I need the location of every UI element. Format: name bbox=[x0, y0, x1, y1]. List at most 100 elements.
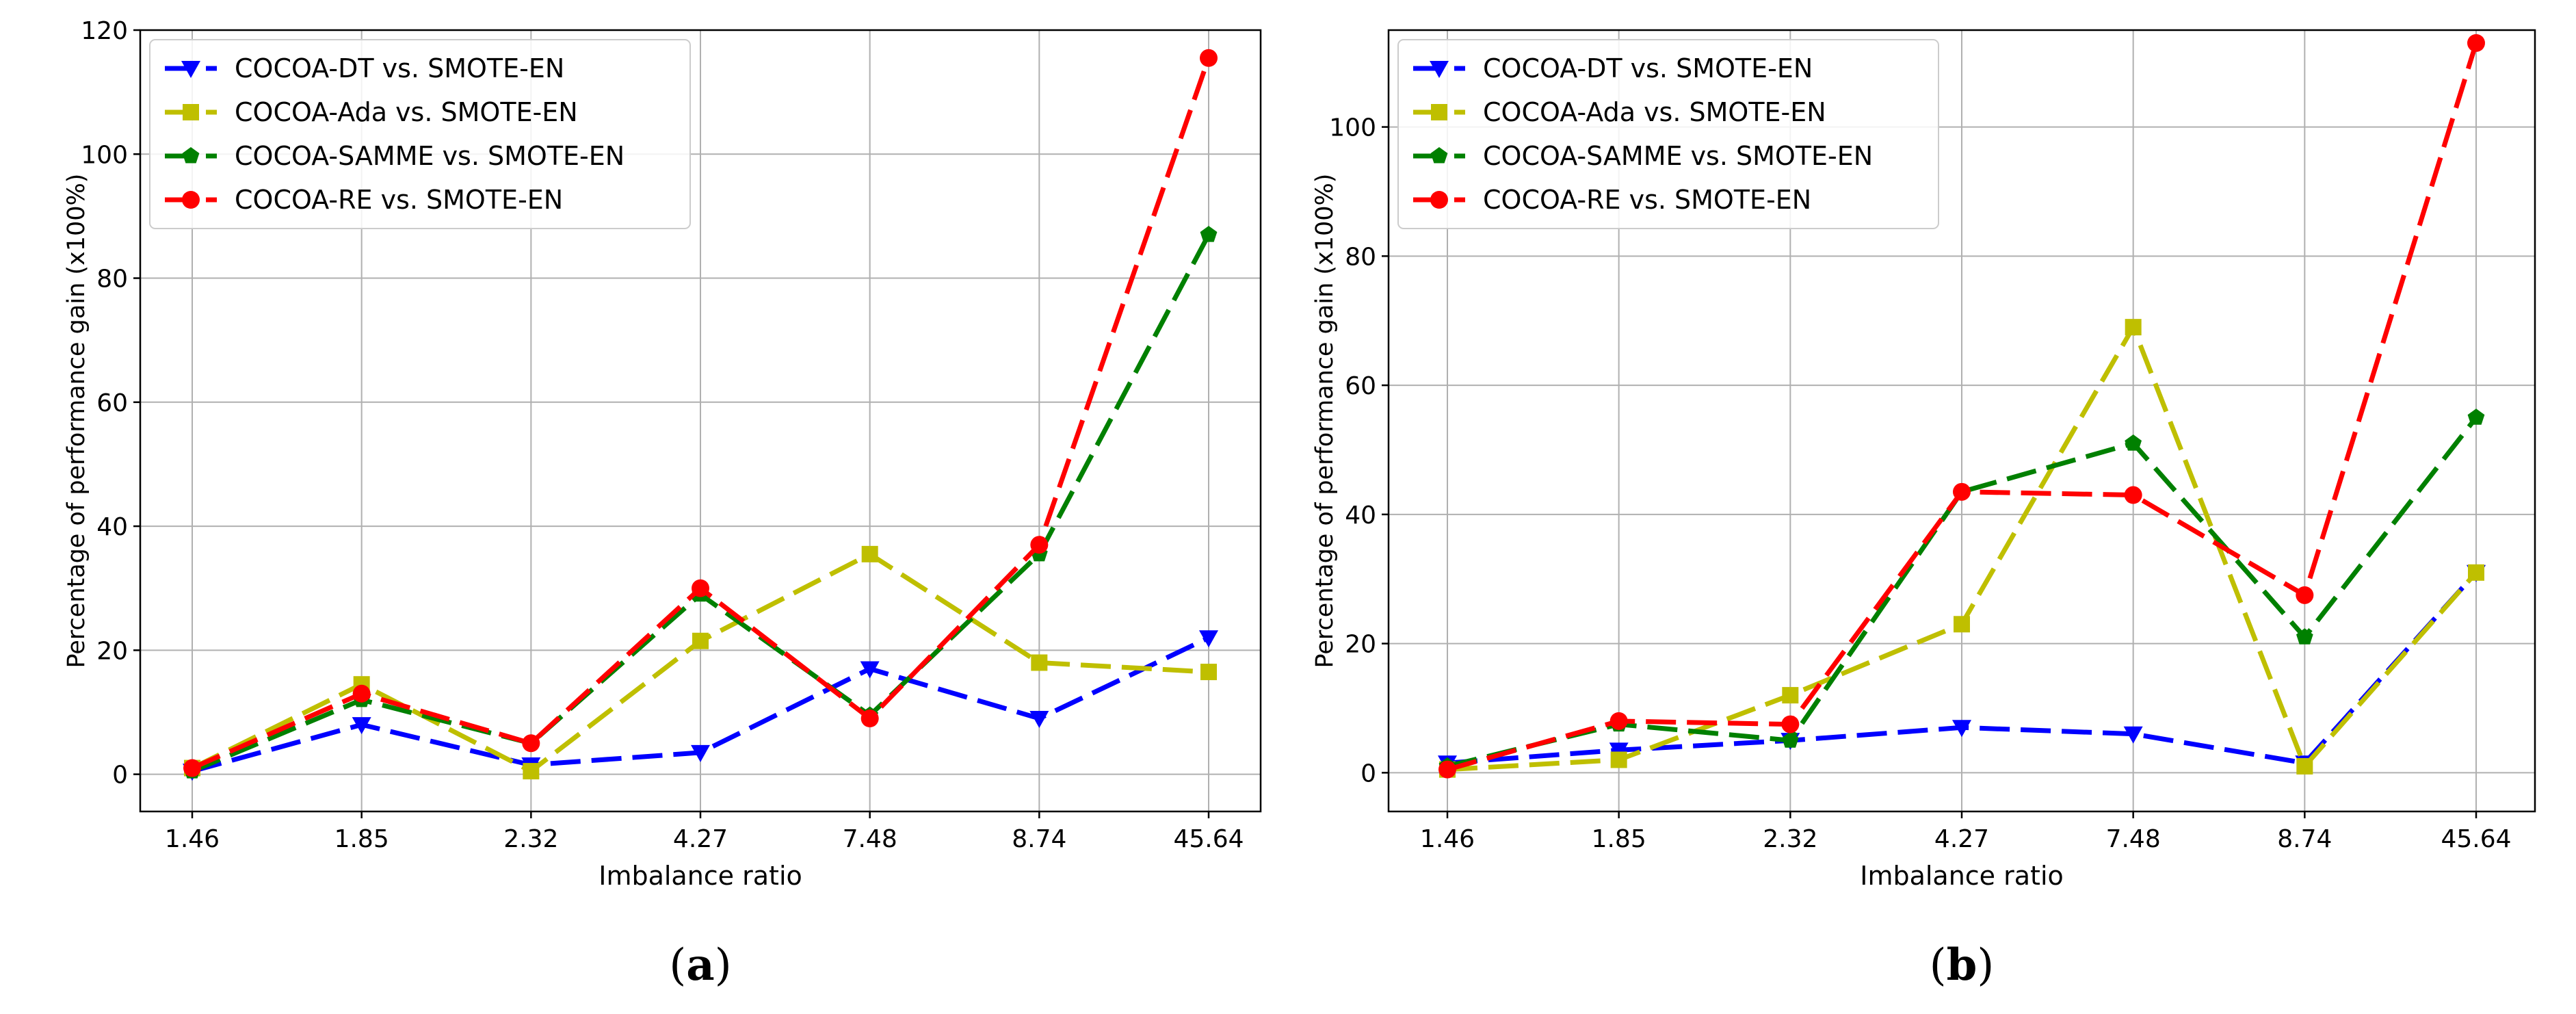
data-point bbox=[352, 717, 371, 735]
data-point bbox=[352, 684, 371, 703]
data-point bbox=[1200, 664, 1217, 681]
data-point bbox=[1782, 687, 1799, 704]
data-point bbox=[1953, 482, 1971, 501]
x-tick-label: 1.46 bbox=[165, 825, 220, 853]
y-tick-label: 60 bbox=[96, 389, 128, 417]
x-tick-label: 8.74 bbox=[2277, 825, 2332, 853]
y-tick-label: 100 bbox=[1329, 114, 1376, 142]
data-point bbox=[2467, 34, 2485, 52]
data-point bbox=[1031, 654, 1048, 671]
x-tick-label: 4.27 bbox=[673, 825, 728, 853]
legend-label: COCOA-RE vs. SMOTE-EN bbox=[235, 185, 563, 215]
y-axis-label: Percentage of performance gain (x100%) bbox=[1311, 174, 1339, 668]
legend-label: COCOA-Ada vs. SMOTE-EN bbox=[235, 97, 578, 127]
x-tick-label: 1.85 bbox=[1592, 825, 1646, 853]
data-point bbox=[1200, 226, 1218, 242]
legend-marker bbox=[1431, 104, 1447, 120]
data-point bbox=[2296, 586, 2314, 604]
y-tick-label: 120 bbox=[81, 17, 128, 45]
subfigure-label: (b) bbox=[1930, 939, 1995, 991]
y-tick-label: 80 bbox=[96, 265, 128, 294]
data-point bbox=[1781, 715, 1800, 733]
legend-label: COCOA-SAMME vs. SMOTE-EN bbox=[1483, 141, 1873, 171]
series-circle bbox=[183, 49, 1218, 777]
legend-label: COCOA-SAMME vs. SMOTE-EN bbox=[235, 141, 625, 171]
data-point bbox=[1438, 760, 1456, 779]
data-point bbox=[1609, 712, 1628, 730]
line-chart-a: 1.46 1.85 2.32 4.27 7.48 8.74 45.64 0 20 40 60 80 10… bbox=[63, 17, 1262, 991]
data-point bbox=[2296, 757, 2313, 775]
y-tick-label: 20 bbox=[96, 637, 128, 665]
data-point bbox=[2296, 628, 2313, 645]
y-tick-label: 100 bbox=[81, 141, 128, 169]
x-tick-label: 2.32 bbox=[1763, 825, 1817, 853]
series-circle bbox=[1438, 34, 2485, 779]
legend-box bbox=[1397, 39, 1939, 229]
data-point bbox=[2467, 408, 2485, 425]
paren-open: ( bbox=[1930, 940, 1947, 991]
data-point bbox=[1199, 630, 1218, 648]
y-tick-label: 0 bbox=[112, 762, 128, 790]
paren-close: ) bbox=[715, 940, 732, 991]
y-tick-label: 80 bbox=[1345, 243, 1376, 271]
data-point bbox=[1610, 751, 1627, 768]
data-point bbox=[1952, 720, 1971, 738]
data-point bbox=[1029, 711, 1049, 729]
data-point bbox=[1782, 731, 1799, 748]
x-tick-label: 4.27 bbox=[1934, 825, 1989, 853]
x-tick-label: 2.32 bbox=[503, 825, 558, 853]
x-tick-label: 8.74 bbox=[1012, 825, 1066, 853]
data-point bbox=[1200, 49, 1218, 67]
legend-label: COCOA-DT vs. SMOTE-EN bbox=[235, 53, 564, 83]
data-point bbox=[2468, 564, 2484, 581]
data-point bbox=[861, 545, 878, 562]
data-point bbox=[2124, 486, 2142, 504]
series-square bbox=[1439, 319, 2484, 778]
x-tick-label: 45.64 bbox=[2441, 825, 2511, 853]
legend-label: COCOA-Ada vs. SMOTE-EN bbox=[1483, 97, 1826, 127]
data-point bbox=[183, 759, 201, 777]
figure-a: 1.46 1.85 2.32 4.27 7.48 8.74 45.64 0 20 40 60 80 10… bbox=[63, 17, 1262, 991]
paren-open: ( bbox=[669, 940, 686, 991]
legend-marker bbox=[181, 61, 200, 78]
data-point bbox=[692, 579, 709, 597]
x-tick-label: 1.85 bbox=[334, 825, 389, 853]
x-tick-label: 7.48 bbox=[2106, 825, 2161, 853]
subfigure-letter: b bbox=[1947, 939, 1977, 991]
data-point bbox=[2125, 319, 2142, 336]
paren-close: ) bbox=[1977, 940, 1994, 991]
legend: COCOA-DT vs. SMOTE-EN COCOA-Ada vs. SMOTE… bbox=[149, 39, 691, 229]
y-tick-label: 20 bbox=[1345, 631, 1376, 659]
legend-box bbox=[149, 39, 691, 229]
legend-label: COCOA-RE vs. SMOTE-EN bbox=[1483, 185, 1811, 215]
data-point bbox=[2125, 434, 2142, 451]
data-point bbox=[692, 632, 709, 649]
y-axis-label: Percentage of performance gain (x100%) bbox=[63, 174, 90, 668]
x-tick-label: 1.46 bbox=[1420, 825, 1475, 853]
y-tick-label: 40 bbox=[96, 513, 128, 541]
y-tick-label: 40 bbox=[1345, 502, 1376, 530]
data-point bbox=[691, 744, 710, 762]
legend-marker bbox=[1430, 191, 1448, 209]
x-axis-label: Imbalance ratio bbox=[1860, 861, 2064, 891]
legend-marker bbox=[182, 191, 200, 209]
subfigure-label: (a) bbox=[669, 939, 731, 991]
data-point bbox=[1954, 616, 1970, 633]
legend-marker bbox=[182, 147, 200, 164]
legend: COCOA-DT vs. SMOTE-EN COCOA-Ada vs. SMOTE… bbox=[1397, 39, 1939, 229]
figure-b: 1.46 1.85 2.32 4.27 7.48 8.74 45.64 0 20 40 60 80 10… bbox=[1288, 0, 2576, 1014]
legend-marker bbox=[183, 104, 199, 120]
data-point bbox=[523, 763, 540, 780]
data-point bbox=[1030, 536, 1049, 554]
data-point bbox=[860, 710, 879, 728]
legend-label: COCOA-DT vs. SMOTE-EN bbox=[1483, 53, 1813, 83]
y-tick-label: 0 bbox=[1361, 759, 1376, 788]
legend-marker bbox=[1430, 61, 1449, 78]
subfigure-letter: a bbox=[686, 939, 714, 991]
data-point bbox=[1609, 742, 1629, 760]
x-tick-label: 45.64 bbox=[1173, 825, 1244, 853]
data-point bbox=[522, 734, 540, 753]
x-tick-label: 7.48 bbox=[843, 825, 897, 853]
data-point bbox=[860, 661, 880, 679]
x-axis-label: Imbalance ratio bbox=[599, 861, 802, 891]
